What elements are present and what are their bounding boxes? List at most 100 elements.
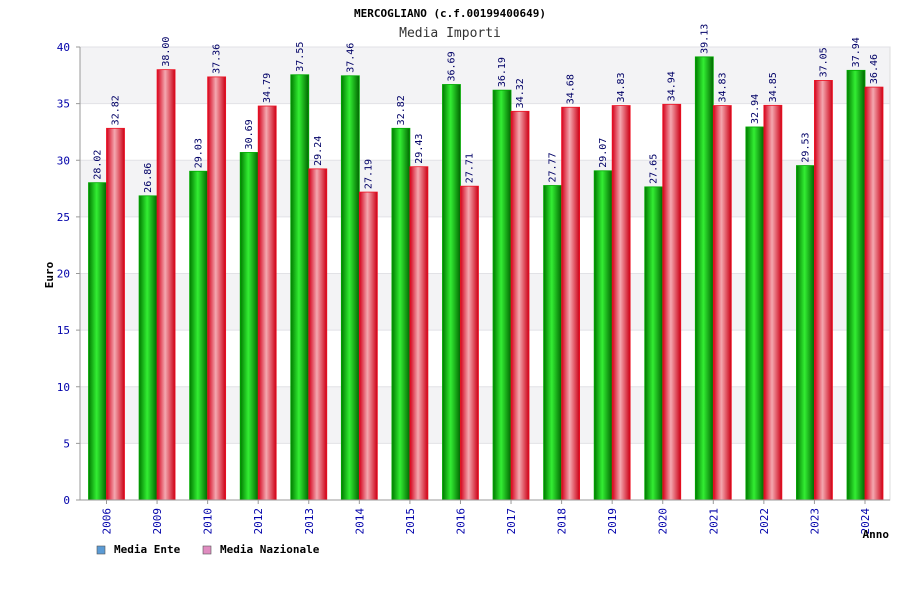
bar-media-nazionale-2013 xyxy=(308,168,328,501)
x-tick-label: 2013 xyxy=(303,508,316,535)
data-label: 27.65 xyxy=(649,154,660,184)
data-label: 34.83 xyxy=(717,72,728,102)
legend: Media Ente Media Nazionale xyxy=(96,543,320,556)
data-label: 34.79 xyxy=(262,73,273,103)
data-label: 36.19 xyxy=(497,57,508,87)
y-tick-label: 0 xyxy=(63,494,70,507)
data-label: 29.53 xyxy=(800,132,811,162)
data-label: 29.03 xyxy=(194,138,205,168)
bar-media-ente-2013 xyxy=(290,74,310,501)
bar-media-nazionale-2022 xyxy=(763,104,783,501)
x-tick-label: 2014 xyxy=(353,508,366,535)
y-axis-label: Euro xyxy=(43,261,56,288)
data-label: 32.94 xyxy=(750,94,761,124)
bar-media-ente-2023 xyxy=(796,165,815,501)
x-tick-label: 2018 xyxy=(556,508,569,535)
x-axis-label: Anno xyxy=(863,528,890,541)
bar-media-nazionale-2006 xyxy=(106,127,125,501)
data-label: 37.46 xyxy=(345,43,356,73)
bar-media-ente-2019 xyxy=(593,170,613,501)
x-tick-label: 2017 xyxy=(505,508,518,535)
data-label: 29.24 xyxy=(313,136,324,166)
y-tick-label: 30 xyxy=(57,154,70,167)
y-tick-label: 35 xyxy=(57,98,70,111)
x-tick-label: 2006 xyxy=(101,508,114,535)
bar-media-nazionale-2012 xyxy=(257,105,277,501)
y-tick-label: 25 xyxy=(57,211,70,224)
chart-subtitle: Media Importi xyxy=(399,26,501,41)
data-label: 29.43 xyxy=(414,134,425,164)
x-tick-label: 2021 xyxy=(707,508,720,535)
x-tick-label: 2015 xyxy=(404,508,417,535)
x-axis-ticks: 2006 2009 2010 2012 2013 2014 2015 2016 2017 2018… xyxy=(101,500,872,535)
data-label: 28.02 xyxy=(93,150,104,180)
x-tick-label: 2023 xyxy=(808,508,821,535)
x-tick-label: 2024 xyxy=(859,508,872,535)
bar-media-nazionale-2020 xyxy=(662,103,682,501)
data-label: 37.94 xyxy=(851,37,862,67)
data-label: 34.32 xyxy=(515,78,526,108)
bar-media-ente-2024 xyxy=(846,69,866,501)
bar-media-ente-2009 xyxy=(138,195,158,501)
data-label: 30.69 xyxy=(244,119,255,149)
data-label: 36.46 xyxy=(869,54,880,84)
legend-label-media-ente: Media Ente xyxy=(114,543,181,556)
bar-media-nazionale-2017 xyxy=(510,110,530,501)
data-label: 32.82 xyxy=(111,95,122,125)
bar-media-nazionale-2016 xyxy=(460,185,479,501)
bar-media-ente-2017 xyxy=(492,89,512,501)
bar-media-nazionale-2021 xyxy=(712,105,732,501)
data-label: 29.07 xyxy=(598,138,609,168)
bar-media-nazionale-2019 xyxy=(611,105,631,501)
data-label: 32.82 xyxy=(396,95,407,125)
data-label: 27.77 xyxy=(548,152,559,182)
bar-media-ente-2018 xyxy=(543,185,562,501)
data-labels: 28.02 32.82 26.86 38.00 29.03 37.36 30.69 34.79… xyxy=(93,24,881,193)
x-tick-label: 2010 xyxy=(202,508,215,535)
data-label: 37.55 xyxy=(295,42,306,72)
legend-swatch-media-ente xyxy=(96,545,106,555)
bar-media-nazionale-2024 xyxy=(864,86,884,501)
data-label: 26.86 xyxy=(143,163,154,193)
data-label: 27.71 xyxy=(464,153,475,183)
bar-media-ente-2015 xyxy=(391,127,411,501)
data-label: 37.05 xyxy=(818,47,829,77)
data-label: 34.83 xyxy=(616,72,627,102)
x-tick-label: 2009 xyxy=(151,508,164,535)
bar-media-ente-2020 xyxy=(644,186,664,501)
y-tick-label: 40 xyxy=(57,41,70,54)
data-label: 38.00 xyxy=(161,37,172,67)
bar-media-nazionale-2018 xyxy=(561,106,580,501)
bar-media-ente-2006 xyxy=(88,182,107,501)
data-label: 34.85 xyxy=(768,72,779,102)
bar-media-nazionale-2015 xyxy=(409,166,429,501)
bar-media-ente-2012 xyxy=(239,152,259,501)
legend-label-media-nazionale: Media Nazionale xyxy=(220,543,320,556)
data-label: 34.68 xyxy=(566,74,577,104)
x-tick-label: 2020 xyxy=(657,508,670,535)
bars xyxy=(88,56,884,501)
y-tick-label: 15 xyxy=(57,324,70,337)
bar-media-ente-2016 xyxy=(442,84,461,501)
data-label: 27.19 xyxy=(363,159,374,189)
y-axis-ticks: 0 5 10 15 20 25 30 35 40 xyxy=(57,41,80,507)
data-label: 36.69 xyxy=(446,51,457,81)
data-label: 39.13 xyxy=(699,24,710,54)
bar-media-ente-2014 xyxy=(340,75,360,501)
bar-media-nazionale-2023 xyxy=(814,80,833,501)
y-tick-label: 10 xyxy=(57,381,70,394)
bar-media-ente-2021 xyxy=(694,56,714,501)
bar-media-nazionale-2010 xyxy=(207,76,227,501)
bar-media-ente-2022 xyxy=(745,126,765,501)
chart-title: MERCOGLIANO (c.f.00199400649) xyxy=(354,7,546,20)
data-label: 34.94 xyxy=(667,71,678,101)
bar-media-ente-2010 xyxy=(189,170,209,501)
y-tick-label: 20 xyxy=(57,268,70,281)
x-tick-label: 2019 xyxy=(606,508,619,535)
x-tick-label: 2016 xyxy=(454,508,467,535)
bar-media-nazionale-2009 xyxy=(156,69,176,501)
legend-swatch-media-nazionale xyxy=(202,545,212,555)
x-tick-label: 2012 xyxy=(252,508,265,535)
data-label: 37.36 xyxy=(212,44,223,74)
